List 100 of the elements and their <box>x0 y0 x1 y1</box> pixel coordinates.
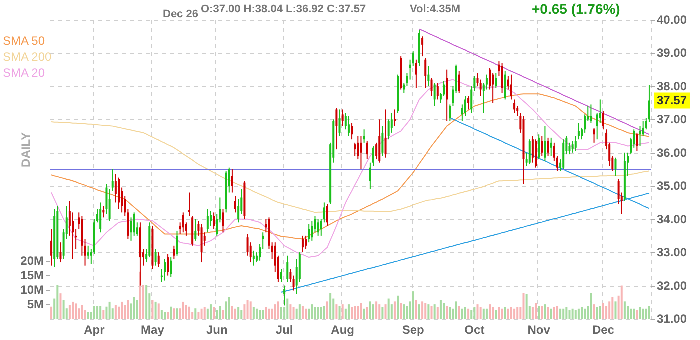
bar <box>167 312 170 319</box>
candlestick <box>108 188 111 222</box>
bar <box>578 308 580 319</box>
bar <box>547 307 550 319</box>
bar <box>636 310 638 319</box>
bar <box>277 302 280 319</box>
candlestick <box>614 157 617 177</box>
bar <box>436 307 439 319</box>
bar <box>449 307 452 319</box>
bar <box>206 308 209 319</box>
candlestick <box>317 218 320 236</box>
bar <box>418 304 420 319</box>
bar <box>372 304 374 319</box>
bar <box>182 302 184 319</box>
bar <box>194 308 197 319</box>
bar <box>152 300 154 319</box>
bar <box>262 310 264 319</box>
bar <box>268 308 270 319</box>
x-tick-label: Oct <box>464 323 485 337</box>
bar <box>351 307 354 319</box>
bar <box>581 307 584 319</box>
bar <box>507 308 510 319</box>
bar <box>176 308 178 319</box>
bar <box>164 312 166 319</box>
bar <box>400 303 402 319</box>
bar <box>553 307 556 319</box>
candlestick <box>458 70 460 94</box>
bar <box>234 308 237 319</box>
text: +0.65 (1.76%) <box>532 1 620 17</box>
bar <box>486 308 488 319</box>
bar <box>403 304 406 319</box>
bar <box>274 304 276 319</box>
candlestick <box>284 285 286 306</box>
text: DAILY <box>19 132 33 168</box>
bar <box>428 304 430 319</box>
bar <box>422 302 424 319</box>
candlestick <box>305 235 308 250</box>
bar <box>363 308 366 319</box>
bar <box>464 307 466 319</box>
bar <box>240 310 243 319</box>
candlestick <box>424 58 427 89</box>
bar <box>394 302 396 319</box>
candlestick <box>338 109 341 137</box>
bar <box>256 308 258 319</box>
candlestick <box>602 110 604 130</box>
bar <box>412 292 414 319</box>
bar <box>648 306 650 319</box>
candlestick <box>164 258 166 282</box>
candlestick <box>541 136 544 157</box>
bar <box>338 306 341 319</box>
bar <box>100 306 102 319</box>
bar <box>501 308 504 319</box>
candlestick <box>501 62 504 94</box>
bar <box>482 308 485 319</box>
bar <box>259 310 262 319</box>
candlestick <box>194 218 197 242</box>
x-tick-label: Jun <box>206 323 228 337</box>
candlestick <box>568 142 571 156</box>
candlestick <box>302 235 304 254</box>
y-tick-label: 32.00 <box>657 278 688 293</box>
bar <box>225 302 228 319</box>
candlestick <box>130 217 132 242</box>
bar <box>458 306 460 319</box>
bar <box>348 304 350 319</box>
bar <box>566 307 568 319</box>
candlestick <box>544 126 546 162</box>
candlestick <box>372 146 374 167</box>
candlestick <box>292 275 295 292</box>
bar <box>397 296 400 319</box>
candlestick <box>182 212 184 234</box>
bar <box>526 294 528 319</box>
candlestick <box>102 206 105 218</box>
bar <box>305 308 308 319</box>
bar <box>246 300 249 319</box>
bar <box>81 305 84 319</box>
bar <box>286 298 289 319</box>
candlestick <box>434 82 436 107</box>
bar <box>430 306 433 319</box>
candlestick <box>280 268 283 283</box>
bar <box>574 310 577 319</box>
bar <box>568 310 571 319</box>
x-tick-label: Apr <box>84 323 106 337</box>
bar <box>440 300 442 319</box>
bar <box>302 306 304 319</box>
bar <box>228 297 230 319</box>
bar <box>308 308 310 319</box>
candlestick <box>167 254 170 276</box>
bar <box>468 308 470 319</box>
bar <box>292 307 295 319</box>
candlestick <box>430 78 433 97</box>
candlestick <box>290 268 292 283</box>
bar <box>514 308 516 319</box>
candlestick <box>342 109 344 127</box>
candlestick <box>366 140 368 160</box>
bar <box>624 302 626 319</box>
bar <box>560 308 562 319</box>
bar <box>108 302 111 319</box>
candlestick <box>50 228 53 266</box>
bar <box>50 306 53 319</box>
candlestick <box>369 162 372 190</box>
